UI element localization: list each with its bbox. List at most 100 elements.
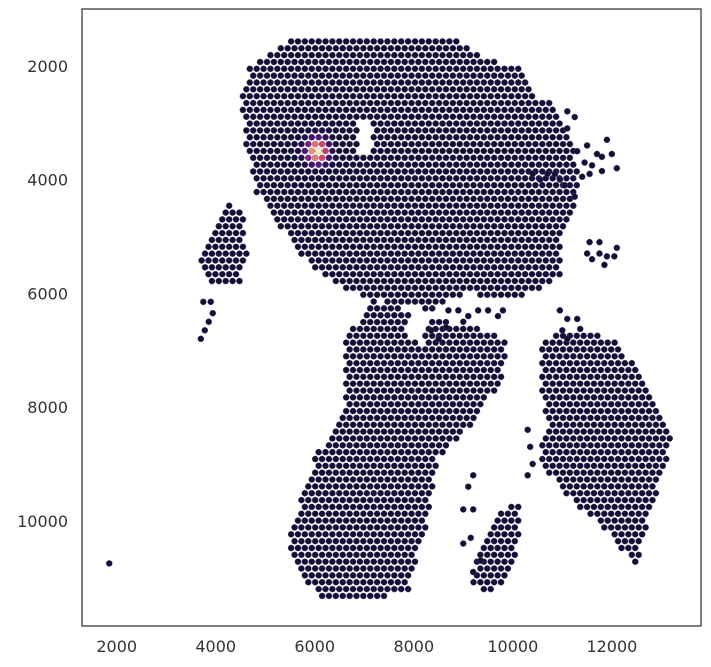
spot-point — [394, 236, 402, 244]
spot-point — [274, 161, 281, 168]
spot-point — [339, 551, 346, 559]
spot-point — [435, 318, 443, 326]
spot-point — [373, 565, 381, 572]
x-tick-label: 2000 — [96, 637, 137, 656]
spot-point — [449, 332, 457, 340]
spot-point — [200, 298, 207, 306]
spot-point — [604, 380, 612, 387]
spot-point — [366, 99, 374, 107]
spot-point — [464, 312, 472, 320]
spot-point — [545, 113, 553, 121]
spot-point — [621, 387, 629, 394]
spot-point — [621, 469, 629, 476]
spot-point — [353, 565, 360, 572]
spot-point — [477, 58, 484, 66]
hotspot-spot — [329, 147, 336, 155]
spot-point — [497, 195, 505, 203]
spot-point — [576, 339, 584, 346]
spot-point — [545, 264, 553, 271]
spot-point — [332, 236, 340, 244]
spot-point — [435, 359, 443, 367]
spot-point — [501, 65, 508, 73]
spot-point — [260, 120, 267, 127]
spot-point — [559, 154, 567, 162]
spot-point — [294, 133, 302, 141]
spot-point — [377, 147, 384, 155]
spot-point — [435, 140, 443, 148]
spot-point — [346, 127, 353, 134]
spot-point — [528, 161, 536, 168]
spot-point — [418, 394, 426, 401]
spot-point — [635, 551, 642, 559]
spot-point — [315, 188, 322, 196]
spot-point — [363, 65, 371, 73]
spot-point — [415, 195, 422, 203]
spot-point — [308, 175, 316, 182]
spot-point — [539, 140, 546, 148]
spot-point — [360, 400, 367, 408]
spot-point — [459, 353, 467, 360]
spot-point — [477, 565, 484, 572]
spot-point — [415, 359, 422, 367]
spot-point — [563, 462, 570, 470]
hotspot-spot — [329, 133, 336, 141]
spot-point — [401, 496, 408, 504]
spot-point — [212, 270, 219, 278]
spot-point — [298, 99, 305, 107]
spot-point — [432, 407, 439, 415]
spot-point — [601, 359, 608, 367]
spot-point — [384, 435, 391, 442]
spot-point — [380, 442, 388, 449]
spot-point — [384, 544, 391, 552]
spot-point — [425, 106, 433, 114]
spot-point — [535, 270, 543, 278]
spot-point — [418, 243, 426, 251]
spot-point — [311, 86, 319, 93]
spot-point — [545, 154, 553, 162]
spot-point — [480, 161, 488, 168]
spot-point — [387, 565, 395, 572]
spot-point — [377, 339, 384, 346]
spot-point — [442, 324, 450, 331]
spot-point — [477, 168, 484, 175]
spot-point — [494, 243, 501, 251]
spot-point — [384, 133, 391, 141]
spot-point — [545, 387, 553, 394]
spot-point — [428, 222, 436, 230]
spot-point — [439, 421, 446, 429]
spot-point — [232, 243, 240, 251]
spot-point — [349, 202, 357, 210]
spot-point — [346, 58, 353, 66]
spot-point — [366, 483, 374, 490]
spot-point — [418, 298, 426, 305]
spot-point — [291, 222, 298, 230]
spot-point — [397, 38, 405, 45]
spot-point — [425, 65, 433, 73]
spot-point — [480, 257, 488, 264]
spot-point — [349, 572, 357, 579]
spot-point — [439, 229, 446, 237]
spot-point — [274, 216, 281, 223]
spot-point — [445, 307, 452, 314]
spot-point — [311, 537, 319, 545]
spot-point — [373, 414, 381, 422]
spot-point — [494, 544, 501, 552]
hotspot-spot — [332, 154, 340, 162]
spot-point — [483, 181, 491, 189]
spot-point — [298, 250, 305, 257]
spot-point — [532, 222, 539, 230]
spot-point — [442, 346, 450, 353]
spot-point — [456, 72, 464, 79]
spot-point — [263, 140, 271, 148]
spot-point — [501, 257, 508, 264]
spot-point — [497, 346, 505, 353]
spot-point — [439, 257, 446, 264]
spot-point — [618, 435, 625, 442]
spot-point — [401, 332, 408, 340]
spot-point — [564, 335, 571, 343]
spot-point — [284, 140, 291, 148]
spot-point — [494, 120, 501, 127]
spot-point — [483, 387, 491, 394]
spot-point — [287, 188, 295, 196]
spot-point — [473, 161, 481, 168]
